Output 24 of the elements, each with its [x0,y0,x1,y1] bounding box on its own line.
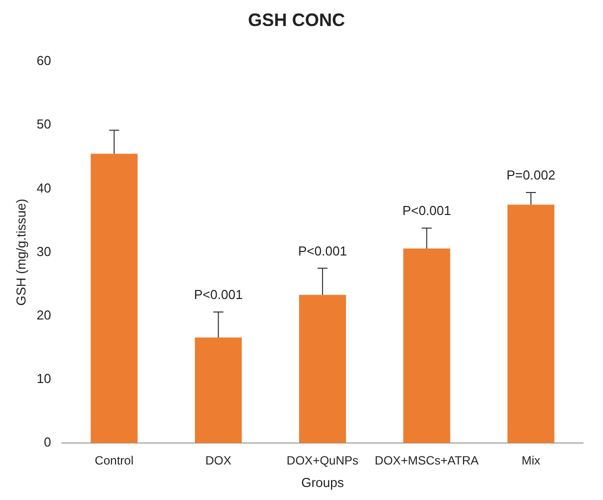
bar [403,248,450,443]
x-tick-label: DOX [205,454,232,468]
bar [194,337,242,443]
x-tick-label: DOX+MSCs+ATRA [374,454,479,468]
x-tick-label: DOX+QuNPs [286,454,358,468]
y-tick-label: 60 [36,53,52,68]
y-tick-label: 30 [36,244,52,259]
bar [507,204,554,443]
y-tick-label: 0 [44,434,52,450]
y-tick-label: 50 [36,116,52,132]
y-tick-label: 40 [36,180,52,196]
annotation: P<0.001 [402,203,452,218]
annotation: P=0.002 [506,168,556,183]
annotation: P<0.001 [194,287,243,302]
bar [90,154,138,443]
chart-title: GSH CONC [248,10,346,30]
x-axis-title: Groups [301,474,344,490]
bar [299,294,346,443]
annotation: P<0.001 [298,243,347,258]
y-tick-label: 10 [36,371,52,386]
y-axis-title: GSH (mg/g.tissue) [13,198,28,306]
y-tick-label: 20 [36,307,52,322]
x-tick-label: Control [94,454,134,468]
x-tick-label: Mix [522,454,540,468]
